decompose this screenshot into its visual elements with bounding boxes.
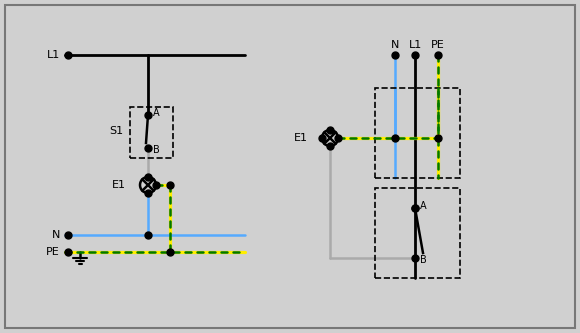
Text: N: N [52, 230, 60, 240]
Text: E1: E1 [294, 133, 308, 143]
Text: B: B [153, 145, 160, 155]
Bar [130, 107, 173, 158]
Text: B: B [420, 255, 427, 265]
Text: PE: PE [431, 40, 445, 50]
Text: L1: L1 [408, 40, 422, 50]
Text: L1: L1 [47, 50, 60, 60]
Text: PE: PE [46, 247, 60, 257]
Text: N: N [391, 40, 399, 50]
Bar [375, 88, 460, 178]
Bar [375, 188, 460, 278]
Text: A: A [420, 201, 427, 211]
Text: A: A [153, 108, 160, 118]
Text: S1: S1 [109, 126, 123, 136]
Text: E1: E1 [112, 180, 126, 190]
